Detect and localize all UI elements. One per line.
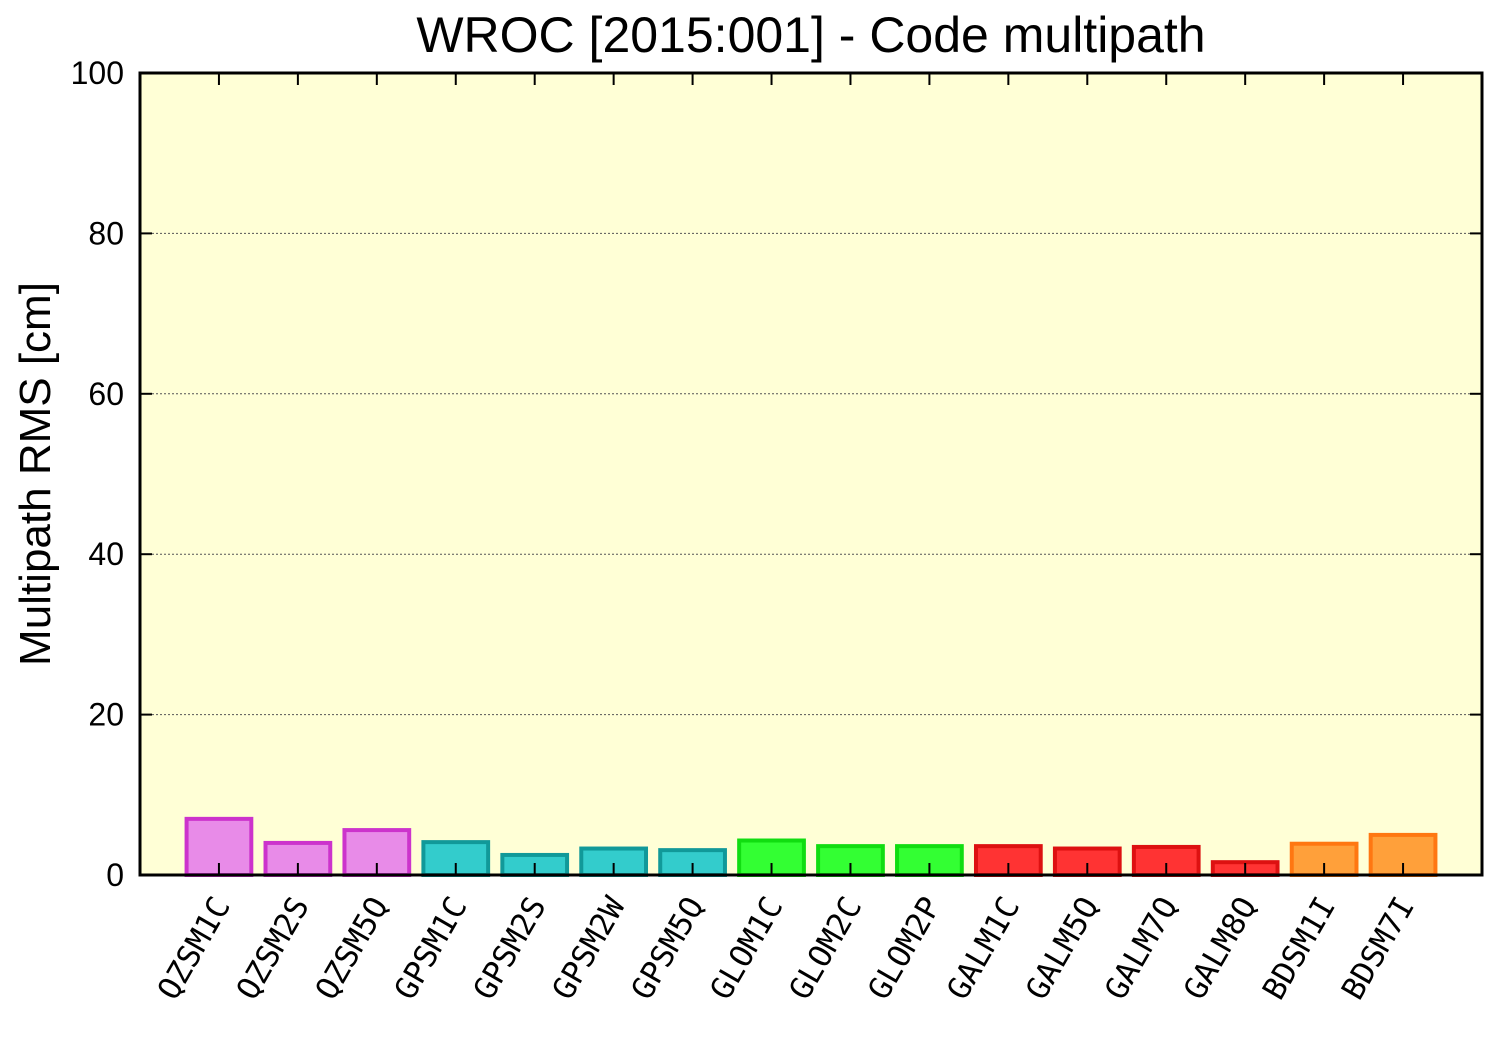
y-tick-label: 20 bbox=[88, 697, 124, 733]
y-axis-label: Multipath RMS [cm] bbox=[11, 282, 60, 666]
y-tick-label: 80 bbox=[88, 215, 124, 251]
x-tick-label: GALM5Q bbox=[1019, 891, 1106, 1006]
y-axis-ticks: 0 20 40 60 80 100 bbox=[71, 55, 1482, 893]
chart-title: WROC [2015:001] - Code multipath bbox=[416, 7, 1205, 63]
x-tick-label: GALM8Q bbox=[1177, 891, 1264, 1006]
x-tick-label: QZSM5Q bbox=[309, 891, 396, 1006]
x-tick-label: GLOM2C bbox=[782, 891, 869, 1006]
x-tick-label: GPSM2W bbox=[545, 891, 632, 1006]
x-tick-label: GPSM5Q bbox=[624, 891, 711, 1006]
y-tick-label: 60 bbox=[88, 376, 124, 412]
x-tick-label: GLOM1C bbox=[703, 891, 790, 1006]
x-tick-label: GPSM2S bbox=[466, 891, 553, 1006]
plot-frame bbox=[138, 71, 1484, 877]
x-tick-label: QZSM2S bbox=[230, 891, 317, 1006]
x-tick-label: GPSM1C bbox=[388, 891, 475, 1006]
x-tick-label: GALM1C bbox=[940, 891, 1027, 1006]
bars bbox=[184, 816, 1438, 878]
x-tick-label: BDSM7I bbox=[1335, 891, 1422, 1006]
y-tick-label: 40 bbox=[88, 536, 124, 572]
x-tick-label: GALM7Q bbox=[1098, 891, 1185, 1006]
x-tick-label: QZSM1C bbox=[151, 891, 238, 1006]
x-tick-label: BDSM1I bbox=[1256, 891, 1343, 1006]
y-tick-label: 0 bbox=[106, 857, 124, 893]
y-tick-label: 100 bbox=[71, 55, 124, 91]
x-tick-label: GLOM2P bbox=[861, 891, 948, 1006]
plot-background bbox=[140, 73, 1482, 875]
